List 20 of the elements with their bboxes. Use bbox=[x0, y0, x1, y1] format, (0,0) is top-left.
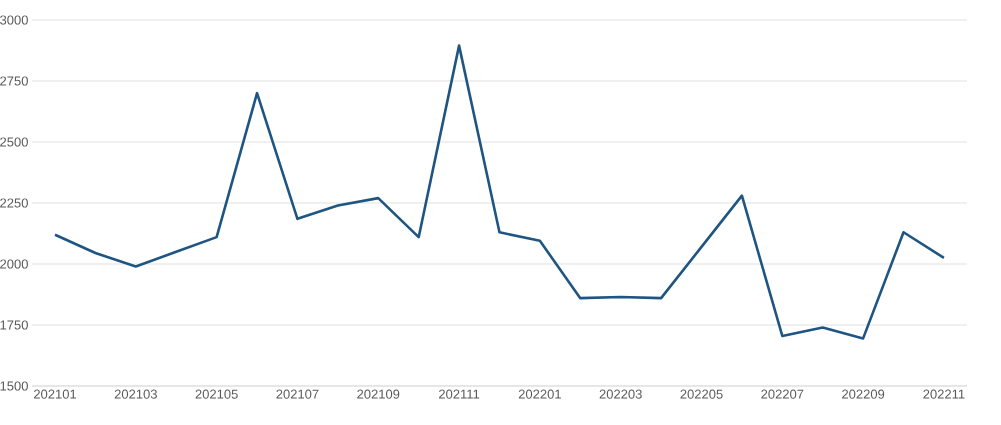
x-tick-label: 202101 bbox=[33, 389, 77, 399]
x-tick-label: 202107 bbox=[276, 389, 319, 399]
y-tick-label: 2500 bbox=[0, 137, 28, 147]
y-tick-label: 1500 bbox=[0, 381, 28, 391]
x-tick-label: 202111 bbox=[439, 389, 480, 399]
x-tick-label: 202211 bbox=[923, 389, 965, 399]
x-tick-label: 202103 bbox=[114, 389, 157, 399]
x-tick-label: 202207 bbox=[761, 389, 804, 399]
y-tick-label: 3000 bbox=[0, 15, 28, 25]
x-tick-label: 202205 bbox=[680, 389, 723, 399]
x-tick-label: 202109 bbox=[357, 389, 400, 399]
x-tick-label: 202201 bbox=[518, 389, 561, 399]
x-tick-label: 202209 bbox=[842, 389, 885, 399]
x-tick-label: 202105 bbox=[195, 389, 238, 399]
y-tick-label: 2000 bbox=[0, 259, 28, 269]
x-tick-label: 202203 bbox=[599, 389, 642, 399]
y-tick-label: 2750 bbox=[0, 76, 28, 86]
y-tick-label: 1750 bbox=[0, 320, 28, 330]
line-series bbox=[53, 44, 946, 340]
y-tick-label: 2250 bbox=[0, 198, 28, 208]
